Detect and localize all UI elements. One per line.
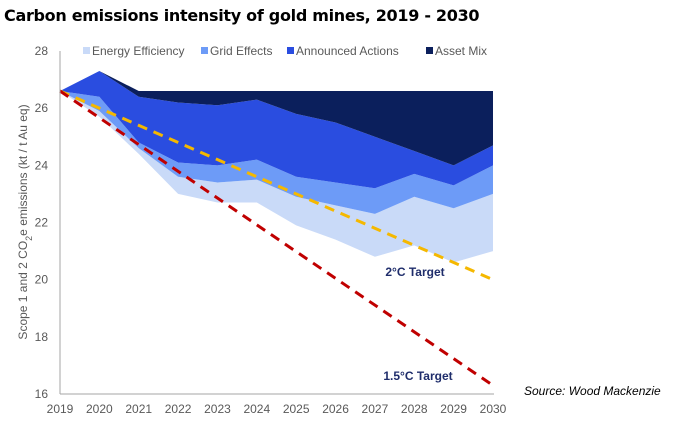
legend-item-announced-actions: Announced Actions (287, 44, 399, 58)
legend-label: Announced Actions (296, 44, 399, 58)
y-tick-label: 24 (35, 158, 49, 172)
x-tick-label: 2021 (125, 402, 152, 416)
legend-swatch (287, 47, 294, 54)
legend-swatch (83, 47, 90, 54)
y-ticks: 16 18 20 22 24 26 28 (35, 44, 49, 401)
y-tick-label: 18 (35, 330, 49, 344)
x-tick-label: 2025 (283, 402, 310, 416)
x-tick-label: 2023 (204, 402, 231, 416)
legend: Energy Efficiency Grid Effects Announced A… (83, 44, 487, 58)
source-note: Source: Wood Mackenzie (524, 384, 661, 398)
area-asset-mix (60, 71, 493, 166)
x-tick-label: 2019 (47, 402, 74, 416)
y-tick-label: 16 (35, 387, 49, 401)
x-tick-label: 2030 (480, 402, 507, 416)
area-energy-efficiency (60, 91, 493, 263)
x-tick-label: 2028 (401, 402, 428, 416)
line-1-5-c-target (59, 89, 494, 387)
area-announced-actions (60, 71, 493, 189)
x-tick-label: 2020 (86, 402, 113, 416)
line-2-c-target (59, 89, 494, 282)
y-tick-label: 28 (35, 44, 49, 58)
label-1-5-c-target: 1.5°C Target (383, 369, 452, 383)
area-grid-effects (60, 91, 493, 214)
chart-title: Carbon emissions intensity of gold mines… (4, 6, 480, 25)
label-2-c-target: 2°C Target (385, 265, 444, 279)
legend-label: Energy Efficiency (92, 44, 185, 58)
y-axis-label: Scope 1 and 2 CO2e emissions (kt / t Au … (16, 104, 34, 339)
x-tick-label: 2024 (243, 402, 270, 416)
x-ticks: 2019 2020 2021 2022 2023 2024 2025 2026 2027 2028… (47, 402, 507, 416)
legend-item-grid-effects: Grid Effects (201, 44, 272, 58)
target-labels: 2°C Target 1.5°C Target (383, 265, 452, 383)
x-tick-label: 2029 (440, 402, 467, 416)
legend-swatch (201, 47, 208, 54)
legend-item-asset-mix: Asset Mix (426, 44, 487, 58)
legend-swatch (426, 47, 433, 54)
stacked-areas (60, 71, 493, 263)
y-tick-label: 26 (35, 101, 49, 115)
x-tick-label: 2027 (362, 402, 389, 416)
y-tick-label: 20 (35, 273, 49, 287)
x-tick-label: 2022 (165, 402, 192, 416)
legend-label: Grid Effects (210, 44, 272, 58)
x-tick-label: 2026 (322, 402, 349, 416)
legend-label: Asset Mix (435, 44, 487, 58)
y-tick-label: 22 (35, 216, 49, 230)
target-lines (59, 89, 494, 387)
legend-item-energy-efficiency: Energy Efficiency (83, 44, 185, 58)
